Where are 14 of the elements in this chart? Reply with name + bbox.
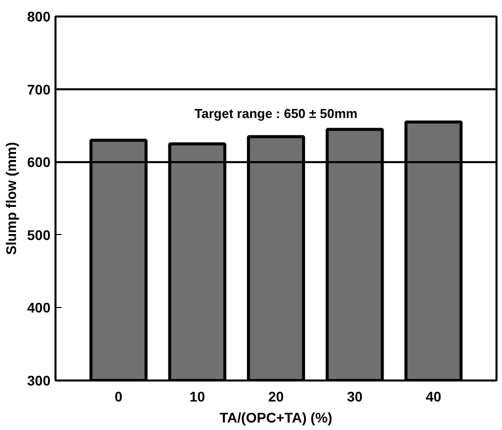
y-tick-label: 700 [27,81,51,98]
x-tick-label: 0 [114,388,123,404]
y-axis-title: Slump flow (mm) [3,142,20,255]
annotation: Target range : 650 ± 50mm [194,106,358,122]
y-tick-label: 600 [27,154,51,170]
x-tick-label: 30 [346,388,363,404]
x-tick-label: 20 [268,388,284,404]
x-tick-label: 40 [426,388,442,404]
y-tick-label: 800 [27,8,51,24]
y-tick-label: 500 [27,226,51,243]
y-tick-label: 400 [27,300,51,316]
x-tick-label: 10 [189,388,206,404]
x-axis-title: TA/(OPC+TA) (%) [220,410,332,426]
y-tick-label: 300 [27,372,51,388]
